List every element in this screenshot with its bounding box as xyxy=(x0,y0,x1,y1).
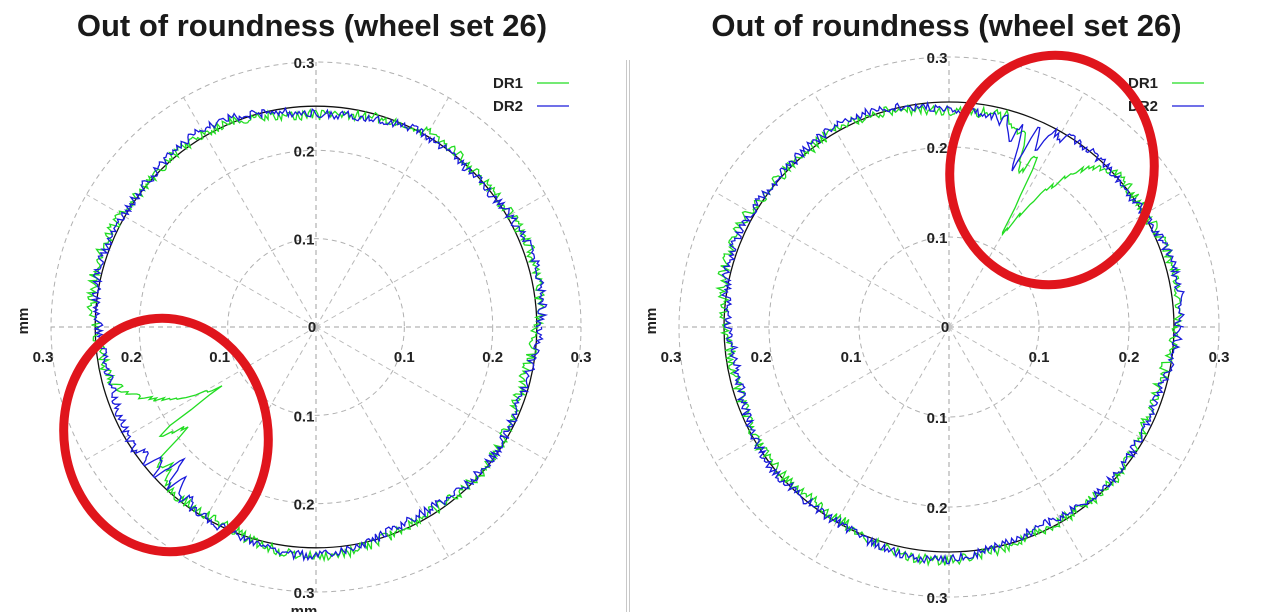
polar-chart-right: 00.10.20.30.10.20.30.10.20.30.10.20.3mmm… xyxy=(643,50,1230,612)
chart-title: Out of roundness (wheel set 26) xyxy=(76,8,548,43)
chart-panel-right: Out of roundness (wheel set 26) 0 0.1 0.2 0… xyxy=(632,0,1261,612)
tick-label-bottom: 0.3 xyxy=(294,585,315,602)
tick-label-top: 0.2 xyxy=(294,143,315,160)
radial-unit-label: mm xyxy=(15,308,32,335)
series-line-dr1 xyxy=(715,103,1183,568)
tick-label-bottom: 0.2 xyxy=(294,497,315,514)
tick-label-top: 0.1 xyxy=(294,232,315,249)
grid-spoke xyxy=(315,326,449,557)
tick-label-left: 0.1 xyxy=(841,349,862,366)
radial-unit-label: mm xyxy=(291,603,318,612)
tick-label-right: 0.3 xyxy=(1209,349,1230,366)
highlight-ellipse xyxy=(59,313,273,557)
tick-label-right: 0.2 xyxy=(1119,349,1140,366)
grid-circle xyxy=(678,56,1220,598)
polar-chart-left: 00.1 0.2 0.30.10.20.30.10.20.30.10.20.3mmm… xyxy=(15,55,592,612)
grid-spoke xyxy=(948,326,1085,562)
tick-label-top: 0.2 xyxy=(927,140,948,157)
legend-label: DR2 xyxy=(493,98,523,115)
tick-label-bottom: 0.1 xyxy=(927,410,948,427)
tick-label-center: 0 xyxy=(941,319,949,336)
grid-spoke xyxy=(948,326,1184,463)
center-dot xyxy=(945,323,953,331)
tick-label-right: 0.1 xyxy=(1029,349,1050,366)
grid-spoke xyxy=(315,326,546,460)
grid-circle xyxy=(227,238,405,416)
tick-label-bottom: 0.3 xyxy=(927,590,948,607)
radial-unit-label: mm xyxy=(643,308,660,335)
series-line-dr2 xyxy=(720,100,1185,565)
grid-spoke xyxy=(183,326,317,557)
legend-label: DR1 xyxy=(1128,75,1158,92)
grid-spoke xyxy=(315,194,546,328)
radial-unit-label: mm xyxy=(924,608,951,612)
tick-label-right: 0.2 xyxy=(482,349,503,366)
panel-divider xyxy=(624,60,632,612)
tick-label-right: 0.3 xyxy=(571,349,592,366)
tick-label-right: 0.1 xyxy=(394,349,415,366)
grid-spoke xyxy=(813,326,950,562)
center-dot xyxy=(312,323,320,331)
grid-spoke xyxy=(315,97,449,328)
tick-label-left: 0.3 xyxy=(33,349,54,366)
tick-label-top: 0.1 xyxy=(927,230,948,247)
tick-label-left: 0.2 xyxy=(121,349,142,366)
tick-label-top: 0.3 xyxy=(294,55,315,72)
chart-title: Out of roundness (wheel set 26) xyxy=(711,8,1182,43)
tick-label-top: 0.3 xyxy=(927,50,948,67)
tick-label-center: 0 xyxy=(308,319,316,336)
grid-spoke xyxy=(714,326,950,463)
grid-spoke xyxy=(183,97,317,328)
tick-label-left: 0.3 xyxy=(661,349,682,366)
tick-label-bottom: 0.2 xyxy=(927,500,948,517)
grid-circle xyxy=(138,149,494,505)
chart-panel-left: Out of roundness (wheel set 26) 0 0.1 0.2 0… xyxy=(0,0,624,612)
highlight-ellipse xyxy=(945,50,1159,290)
tick-label-left: 0.2 xyxy=(751,349,772,366)
legend-label: DR1 xyxy=(493,75,523,92)
series-line-dr2 xyxy=(90,106,549,563)
tick-label-bottom: 0.1 xyxy=(294,408,315,425)
tick-label-left: 0.1 xyxy=(209,349,230,366)
